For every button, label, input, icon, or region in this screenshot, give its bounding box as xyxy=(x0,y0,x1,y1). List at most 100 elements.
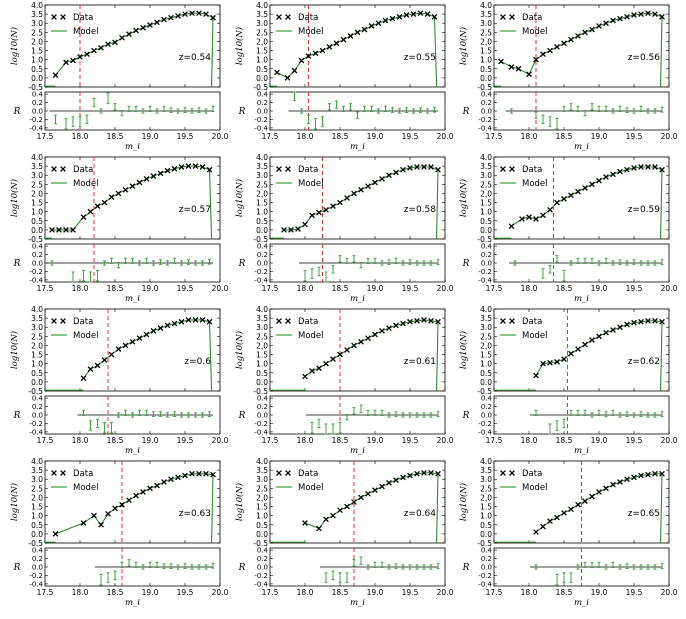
residual-errorbar xyxy=(176,108,180,114)
y-tick-label: 3.0 xyxy=(31,475,43,484)
x-tick-label: 19.5 xyxy=(402,132,419,141)
data-point xyxy=(365,490,371,497)
y-tick-label: 2.0 xyxy=(480,493,492,502)
y-tick-label: 4.0 xyxy=(256,305,268,314)
data-point xyxy=(508,223,515,230)
y-tick-label: 4.0 xyxy=(480,153,492,162)
residual-y-label: R xyxy=(238,107,246,117)
data-point xyxy=(431,13,438,20)
residual-errorbar xyxy=(653,260,657,266)
residual-errorbar xyxy=(359,261,363,269)
y-tick-label: 3.0 xyxy=(480,171,492,180)
data-point xyxy=(98,521,104,528)
legend-model-label: Model xyxy=(522,27,548,37)
residual-errorbar xyxy=(562,269,566,282)
y-tick-label: 1.0 xyxy=(480,360,492,369)
x-tick-label: 20.0 xyxy=(212,588,229,597)
data-point xyxy=(344,347,350,353)
residual-y-label: R xyxy=(462,411,470,421)
data-point xyxy=(94,362,101,369)
y-tick-label: 0.0 xyxy=(256,530,268,539)
data-point xyxy=(568,192,574,199)
panel-2: -0.50.00.51.01.52.02.53.03.54.0DataModel… xyxy=(234,1,454,152)
x-tick-label: 19.5 xyxy=(402,436,419,445)
y-axis-label: log10(N) xyxy=(458,331,469,369)
legend: Data Model xyxy=(51,165,99,189)
y-tick-label: 1.5 xyxy=(31,199,43,208)
x-tick-label: 20.0 xyxy=(437,588,454,597)
residual-errorbar xyxy=(366,409,370,417)
data-point xyxy=(56,227,62,233)
resid-y-tick-label: 0.0 xyxy=(257,412,268,420)
legend-data-marker xyxy=(509,318,515,324)
resid-y-tick-label: 0.0 xyxy=(481,412,492,420)
residual-errorbar xyxy=(436,259,440,265)
legend-data-marker xyxy=(51,166,57,172)
legend-data-marker xyxy=(500,166,506,172)
y-axis-label: log10(N) xyxy=(9,27,20,65)
resid-y-tick-label: 0.2 xyxy=(257,403,268,411)
residual-errorbar xyxy=(583,409,587,417)
legend-data-marker xyxy=(285,318,291,324)
residual-errorbar xyxy=(569,409,573,417)
legend-data-marker xyxy=(509,166,515,172)
resid-y-tick-label: 0.2 xyxy=(481,403,492,411)
residual-errorbar xyxy=(625,411,629,417)
data-point xyxy=(631,165,637,171)
x-tick-label: 18.5 xyxy=(107,436,124,445)
residual-errorbar xyxy=(99,573,103,586)
x-tick-label: 19.0 xyxy=(367,284,384,293)
y-tick-label: 1.0 xyxy=(256,512,268,521)
resid-y-tick-label: -0.2 xyxy=(29,268,43,276)
data-point xyxy=(98,44,104,51)
y-tick-label: 1.5 xyxy=(256,503,268,512)
legend-data-marker xyxy=(276,470,282,476)
legend-data-label: Data xyxy=(298,13,318,23)
main-axes-frame xyxy=(493,4,670,88)
residual-errorbar xyxy=(103,260,106,266)
residual-errorbar xyxy=(134,105,138,113)
resid-y-tick-label: 0.2 xyxy=(32,555,43,563)
panel-10: -0.50.00.51.01.52.02.53.03.54.0DataModel… xyxy=(9,457,229,608)
residual-errorbar xyxy=(134,561,138,569)
residual-errorbar xyxy=(169,107,173,113)
x-tick-label: 18.5 xyxy=(556,588,573,597)
y-tick-label: 1.5 xyxy=(480,199,492,208)
x-tick-label: 18.5 xyxy=(332,436,349,445)
data-point xyxy=(49,227,55,233)
data-point xyxy=(407,472,413,479)
resid-y-tick-label: -0.2 xyxy=(478,116,492,124)
residual-errorbar xyxy=(82,269,85,282)
y-tick-label: 2.0 xyxy=(480,341,492,350)
residual-y-label: R xyxy=(13,107,21,117)
y-tick-label: 4.0 xyxy=(480,457,492,466)
data-point xyxy=(379,176,385,182)
data-point xyxy=(393,169,399,176)
residual-errorbar xyxy=(106,572,110,583)
redshift-label: z=0.55 xyxy=(404,53,436,63)
x-axis-label: m_i xyxy=(350,142,365,152)
data-point xyxy=(319,47,326,54)
data-point xyxy=(631,474,637,481)
residual-errorbar xyxy=(569,103,573,111)
y-tick-label: 3.0 xyxy=(480,475,492,484)
residual-errorbar xyxy=(433,106,436,113)
y-tick-label: 1.0 xyxy=(480,208,492,217)
residual-errorbar xyxy=(646,564,650,570)
residual-errorbar xyxy=(394,257,398,265)
resid-y-tick-label: 0.0 xyxy=(32,108,43,116)
data-point xyxy=(150,173,157,179)
data-point xyxy=(582,341,588,348)
x-tick-label: 18.0 xyxy=(521,436,538,445)
y-tick-label: -0.5 xyxy=(477,235,492,244)
data-point xyxy=(316,209,322,216)
data-point xyxy=(596,23,602,29)
data-point xyxy=(52,72,59,79)
redshift-label: z=0.62 xyxy=(628,357,660,367)
resid-y-tick-label: -0.4 xyxy=(478,276,492,284)
legend: Data Model xyxy=(276,165,324,189)
legend: Data Model xyxy=(51,317,99,341)
data-point xyxy=(382,17,389,24)
residual-y-label: R xyxy=(238,563,246,573)
data-point xyxy=(358,186,364,193)
